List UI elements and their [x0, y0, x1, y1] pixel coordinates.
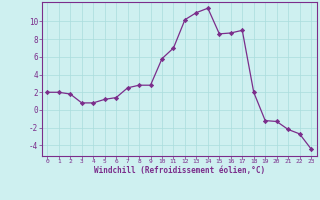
X-axis label: Windchill (Refroidissement éolien,°C): Windchill (Refroidissement éolien,°C)	[94, 166, 265, 175]
